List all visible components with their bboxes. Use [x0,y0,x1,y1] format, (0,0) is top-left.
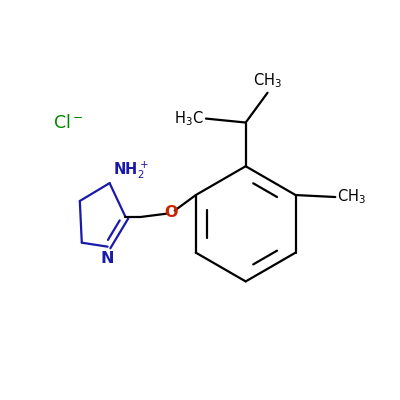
Text: O: O [164,206,178,220]
Text: NH$_2^+$: NH$_2^+$ [113,159,148,181]
Text: H$_3$C: H$_3$C [174,109,204,128]
Text: CH$_3$: CH$_3$ [337,188,366,206]
Text: Cl$^-$: Cl$^-$ [53,114,84,132]
Text: N: N [101,252,114,266]
Text: CH$_3$: CH$_3$ [253,71,282,90]
